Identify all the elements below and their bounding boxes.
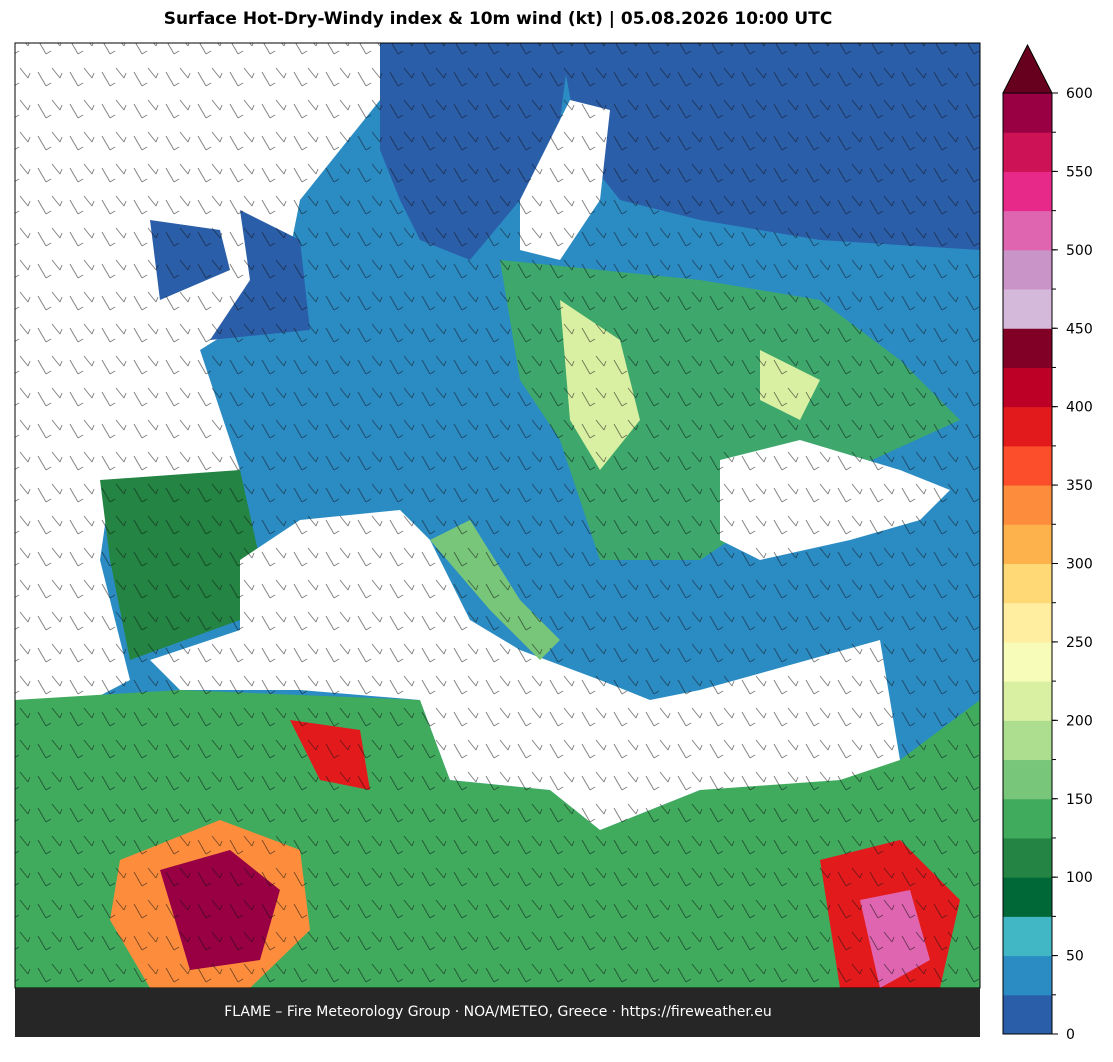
colorbar-tick-label: 450: [1066, 321, 1093, 337]
colorbar-extend: [1002, 43, 1053, 94]
colorbar-tick-label: 200: [1066, 713, 1093, 729]
colorbar-band: [1003, 563, 1052, 604]
colorbar-band: [1003, 210, 1052, 251]
colorbar-band: [1003, 681, 1052, 721]
map-title: Surface Hot-Dry-Windy index & 10m wind (…: [164, 9, 833, 29]
colorbar-tick-label: 550: [1066, 164, 1093, 180]
wind-barbs: [15, 43, 980, 988]
colorbar-band: [1003, 955, 1052, 996]
colorbar-tick-label: 500: [1066, 243, 1093, 259]
colorbar-band: [1003, 759, 1052, 800]
map: [15, 43, 980, 988]
colorbar-tick-label: 400: [1066, 400, 1093, 416]
footer-band: [15, 988, 980, 1037]
colorbar-band: [1003, 132, 1052, 172]
colorbar-band: [1003, 445, 1052, 486]
colorbar-band: [1003, 93, 1052, 133]
colorbar-band: [1003, 602, 1052, 643]
colorbar-tick-label: 300: [1066, 557, 1093, 573]
colorbar-band: [1003, 994, 1052, 1035]
colorbar-tick-label: 50: [1066, 949, 1084, 965]
colorbar-band: [1003, 485, 1052, 525]
colorbar-tick-label: 250: [1066, 635, 1093, 651]
colorbar-band: [1003, 524, 1052, 564]
footer-text: FLAME – Fire Meteorology Group · NOA/MET…: [224, 1004, 772, 1020]
colorbar-tick-label: 600: [1066, 86, 1093, 102]
colorbar-band: [1003, 720, 1052, 761]
colorbar-tick-label: 350: [1066, 478, 1093, 494]
colorbar-band: [1003, 641, 1052, 682]
colorbar-tick-label: 0: [1066, 1027, 1075, 1043]
colorbar-band: [1003, 249, 1052, 290]
colorbar-band: [1003, 877, 1052, 917]
colorbar-band: [1003, 837, 1052, 878]
colorbar-band: [1003, 916, 1052, 957]
colorbar-band: [1003, 406, 1052, 447]
colorbar-tick-label: 100: [1066, 870, 1093, 886]
colorbar-band: [1003, 328, 1052, 368]
colorbar: 0 50 100 150 200 250 300 350 400 450 500 550 600: [1002, 43, 1093, 1043]
colorbar-band: [1003, 798, 1052, 839]
colorbar-band: [1003, 367, 1052, 408]
colorbar-band: [1003, 289, 1052, 329]
colorbar-tick-label: 150: [1066, 792, 1093, 808]
colorbar-band: [1003, 171, 1052, 212]
